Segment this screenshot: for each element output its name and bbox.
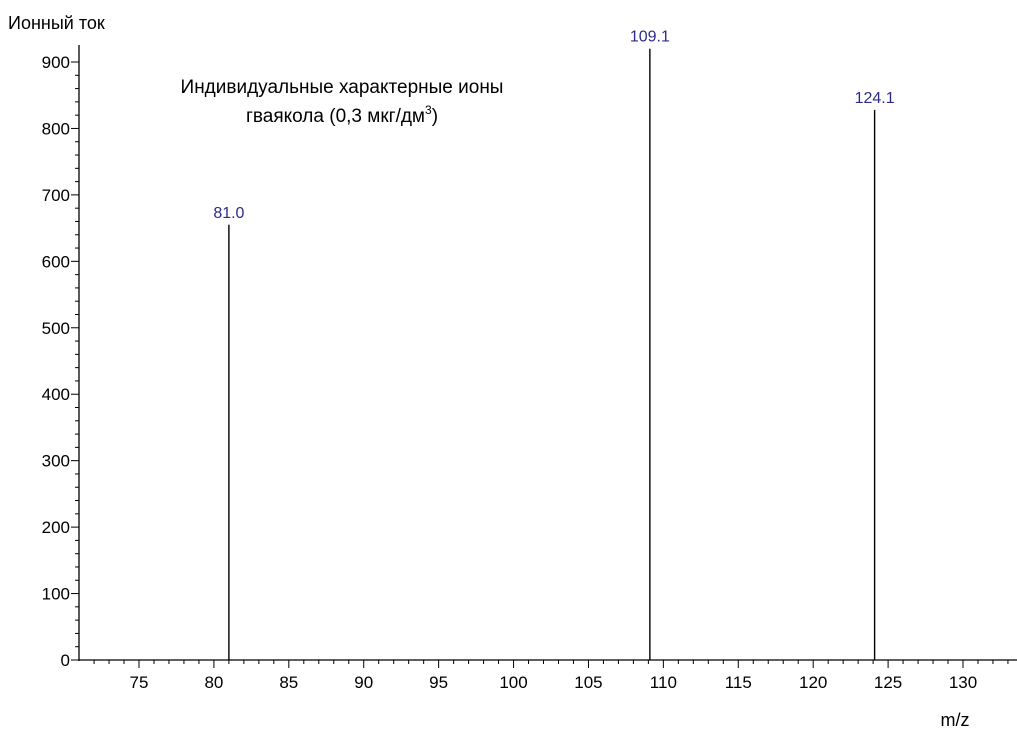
peaks: 81.0 109.1 124.1 [213, 29, 895, 660]
x-axis-title: m/z [941, 710, 970, 730]
chart-title-superscript: 3 [425, 103, 432, 117]
chart-title-line-2-main: гваякола (0,3 мкг/дм [246, 106, 425, 127]
y-tick-label: 600 [42, 252, 70, 271]
peak-label: 109.1 [630, 29, 670, 46]
y-axis-title: Ионный ток [8, 13, 105, 33]
peak-label: 124.1 [855, 90, 895, 107]
y-tick-label: 800 [42, 119, 70, 138]
x-tick-label: 120 [799, 673, 827, 692]
chart-title-close: ) [432, 106, 438, 127]
x-tick-label: 110 [650, 673, 677, 692]
x-tick-label: 75 [130, 673, 149, 692]
y-tick-label: 100 [42, 585, 70, 604]
x-tick-label: 125 [874, 673, 902, 692]
x-tick-label: 100 [499, 673, 527, 692]
peak-label: 81.0 [213, 205, 244, 222]
axes [78, 45, 1017, 661]
x-tick-label: 85 [279, 673, 298, 692]
x-tick-label: 115 [725, 673, 752, 692]
ticks: 0 100 200 300 400 500 600 700 800 900 75 80 85 90 95 10… [42, 53, 1009, 692]
y-tick-label: 500 [42, 319, 70, 338]
x-tick-label: 130 [949, 673, 977, 692]
y-tick-label: 900 [42, 53, 70, 72]
y-tick-label: 400 [42, 385, 70, 404]
y-tick-label: 0 [61, 651, 70, 670]
x-tick-label: 105 [574, 673, 602, 692]
x-tick-label: 90 [354, 673, 373, 692]
x-tick-label: 95 [429, 673, 448, 692]
chart-title-line-1: Индивидуальные характерные ионы [181, 77, 504, 98]
y-tick-label: 200 [42, 518, 70, 537]
x-tick-label: 80 [204, 673, 223, 692]
y-tick-label: 300 [42, 452, 70, 471]
chart-title-line-2: гваякола (0,3 мкг/дм3) [246, 103, 438, 127]
y-tick-label: 700 [42, 186, 70, 205]
